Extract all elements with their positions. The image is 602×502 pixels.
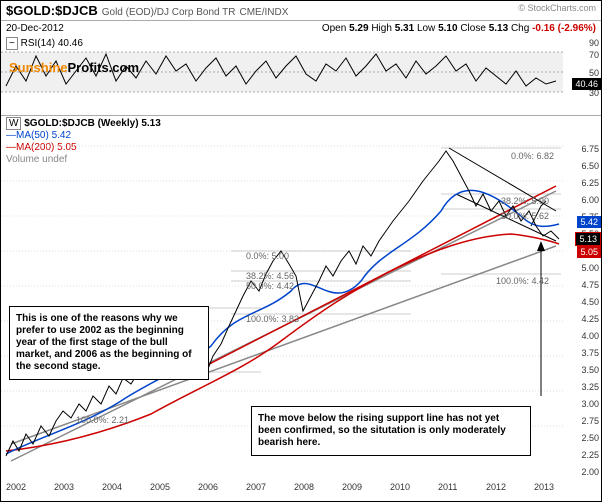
main-xaxis: 2002 2003 2004 2005 2006 2007 2008 2009 2010 2011…: [1, 476, 561, 496]
ma200-price-box: 5.05: [577, 246, 601, 258]
header-left: $GOLD:$DJCB Gold (EOD)/DJ Corp Bond TR C…: [6, 3, 288, 18]
ytick: 2.00: [581, 467, 599, 477]
fib-label: 100.0%: 3.83: [246, 314, 299, 324]
ytick: 4.25: [581, 314, 599, 324]
ytick: 3.25: [581, 382, 599, 392]
main-yaxis: 6.756.506.256.005.755.505.255.004.754.50…: [561, 116, 601, 476]
xtick: 2009: [342, 482, 362, 492]
ytick: 6.75: [581, 144, 599, 154]
brand-part1: Sunshine: [9, 60, 68, 75]
ytick: 5.00: [581, 263, 599, 273]
ytick: 4.00: [581, 331, 599, 341]
fib-label: 100.0%: 2.21: [76, 415, 129, 425]
brand-watermark: SunshineProfits.com: [9, 60, 139, 75]
xtick: 2008: [294, 482, 314, 492]
attribution-text: © StockCharts.com: [518, 3, 596, 18]
ytick: 6.00: [581, 195, 599, 205]
xtick: 2004: [102, 482, 122, 492]
rsi-chart-svg: [1, 36, 563, 116]
brand-part2: Profits.com: [68, 60, 140, 75]
fib-label: 38.2%: 4.56: [246, 271, 294, 281]
fib-label: 50.0%: 4.42: [246, 281, 294, 291]
fib-label: 38.2%: 5.90: [501, 196, 549, 206]
xtick: 2012: [486, 482, 506, 492]
fib-label: 0.0%: 6.82: [511, 151, 554, 161]
ytick: 4.75: [581, 280, 599, 290]
xtick: 2010: [390, 482, 410, 492]
fib-label: 100.0%: 4.42: [496, 276, 549, 286]
chart-container: $GOLD:$DJCB Gold (EOD)/DJ Corp Bond TR C…: [0, 0, 602, 502]
xtick: 2007: [246, 482, 266, 492]
xtick: 2005: [150, 482, 170, 492]
xtick: 2013: [534, 482, 554, 492]
main-chart-panel: W $GOLD:$DJCB (Weekly) 5.13 —MA(50) 5.42…: [1, 116, 601, 496]
ytick: 3.00: [581, 399, 599, 409]
low-value: 5.10: [438, 23, 457, 34]
xtick: 2002: [6, 482, 26, 492]
ytick: 3.75: [581, 348, 599, 358]
ohlc-values: Open 5.29 High 5.31 Low 5.10 Close 5.13 …: [322, 23, 596, 34]
fib-label: 0.0%: 5.00: [246, 251, 289, 261]
exchange-text: CME/INDX: [240, 7, 289, 18]
close-value: 5.13: [489, 23, 508, 34]
ytick: 4.50: [581, 297, 599, 307]
xtick: 2006: [198, 482, 218, 492]
fib-label: 50.0%: 5.62: [501, 211, 549, 221]
ytick: 6.25: [581, 178, 599, 188]
high-value: 5.31: [395, 23, 414, 34]
ytick: 6.50: [581, 161, 599, 171]
rsi-yaxis: 90 70 50 30: [561, 36, 601, 115]
ytick: 3.50: [581, 365, 599, 375]
annotation-box: This is one of the reasons why we prefer…: [9, 306, 209, 380]
annotation-box: The move below the rising support line h…: [251, 406, 531, 456]
open-value: 5.29: [349, 23, 368, 34]
date-text: 20-Dec-2012: [6, 23, 64, 34]
ytick: 2.50: [581, 433, 599, 443]
symbol-text: $GOLD:$DJCB: [6, 3, 98, 18]
main-chart-area: 0.0%: 6.82 38.2%: 5.90 50.0%: 5.62 100.0%: …: [1, 116, 561, 476]
change-value: -0.16 (-2.96%): [532, 23, 596, 34]
ohlc-row: 20-Dec-2012 Open 5.29 High 5.31 Low 5.10…: [1, 21, 601, 36]
ytick: 2.75: [581, 416, 599, 426]
symbol-description: Gold (EOD)/DJ Corp Bond TR: [102, 7, 236, 18]
xtick: 2003: [54, 482, 74, 492]
rsi-value-box: 40.46: [572, 78, 601, 90]
ma50-price-box: 5.42: [577, 216, 601, 228]
xtick: 2011: [438, 482, 457, 492]
ytick: 2.25: [581, 450, 599, 460]
rsi-panel: ~ RSI(14) 40.46 SunshineProfits.com 90 7…: [1, 36, 601, 116]
chart-header: $GOLD:$DJCB Gold (EOD)/DJ Corp Bond TR C…: [1, 1, 601, 21]
close-price-box: 5.13: [575, 232, 601, 246]
